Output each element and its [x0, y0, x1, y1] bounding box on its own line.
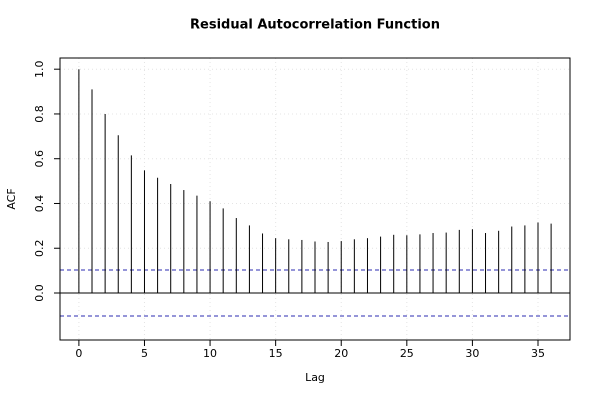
y-tick-label: 0.4 [33, 195, 46, 213]
y-tick-label: 0.0 [33, 284, 46, 302]
x-tick-label: 5 [141, 347, 148, 360]
y-tick-label: 1.0 [33, 60, 46, 78]
y-tick-label: 0.2 [33, 239, 46, 257]
y-tick-label: 0.6 [33, 150, 46, 168]
x-tick-label: 35 [531, 347, 545, 360]
x-axis-label: Lag [305, 371, 325, 384]
y-tick-label: 0.8 [33, 105, 46, 123]
y-axis-label: ACF [5, 188, 18, 209]
x-tick-label: 25 [400, 347, 414, 360]
x-tick-label: 10 [203, 347, 217, 360]
x-tick-label: 15 [269, 347, 283, 360]
x-tick-label: 0 [75, 347, 82, 360]
plot-frame [59, 57, 571, 341]
chart-title: Residual Autocorrelation Function [190, 18, 440, 33]
x-tick-label: 20 [334, 347, 348, 360]
x-tick-label: 30 [465, 347, 479, 360]
